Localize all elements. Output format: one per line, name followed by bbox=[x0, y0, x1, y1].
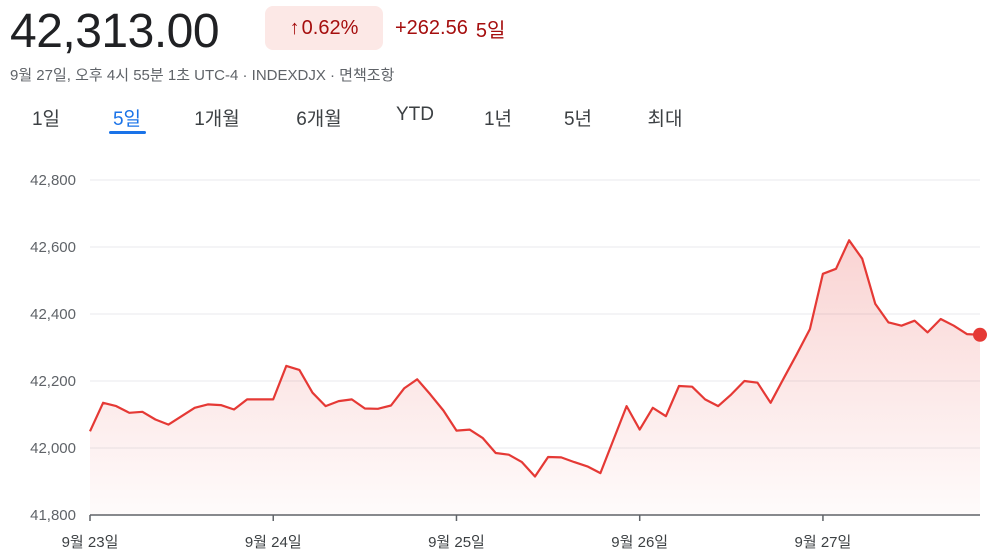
change-value-group: +262.56 5일 bbox=[395, 6, 505, 50]
tab-5d[interactable]: 5일 bbox=[112, 109, 142, 130]
quote-header: 42,313.00 ↑ 0.62% +262.56 5일 bbox=[10, 0, 990, 60]
x-tick-label: 9월 26일 bbox=[611, 534, 668, 551]
y-tick-label: 42,600 bbox=[30, 239, 76, 256]
tab-ytd[interactable]: YTD bbox=[396, 104, 434, 125]
tab-1m[interactable]: 1개월 bbox=[194, 109, 240, 130]
x-tick-label: 9월 23일 bbox=[62, 534, 119, 551]
y-tick-label: 42,400 bbox=[30, 306, 76, 323]
x-tick-label: 9월 24일 bbox=[245, 534, 302, 551]
change-value: +262.56 bbox=[395, 16, 468, 39]
arrow-up-icon: ↑ bbox=[289, 16, 300, 39]
y-tick-label: 41,800 bbox=[30, 507, 76, 524]
tab-5y[interactable]: 5년 bbox=[563, 109, 593, 130]
y-tick-label: 42,200 bbox=[30, 373, 76, 390]
x-tick-label: 9월 25일 bbox=[428, 534, 485, 551]
last-price-marker bbox=[973, 327, 987, 342]
active-tab-indicator bbox=[109, 131, 146, 134]
change-period: 5일 bbox=[475, 19, 506, 42]
tab-max[interactable]: 최대 bbox=[647, 109, 683, 130]
change-percent-badge: ↑ 0.62% bbox=[265, 6, 383, 50]
series-area bbox=[90, 240, 980, 516]
tab-1d[interactable]: 1일 bbox=[31, 109, 61, 130]
y-tick-label: 42,000 bbox=[30, 440, 76, 457]
quote-meta: 9월 27일, 오후 4시 55분 1초 UTC-4 · INDEXDJX · … bbox=[10, 64, 394, 85]
current-price: 42,313.00 bbox=[10, 5, 220, 58]
change-percent: 0.62% bbox=[301, 16, 359, 39]
x-tick-label: 9월 27일 bbox=[795, 534, 852, 551]
range-tabs: 1일 5일 1개월 6개월 YTD 1년 5년 최대 bbox=[0, 100, 992, 140]
price-chart[interactable]: 42,800 42,600 42,400 42,200 42,000 41,800 9월 2… bbox=[0, 150, 992, 556]
tab-6m[interactable]: 6개월 bbox=[296, 109, 342, 130]
tab-1y[interactable]: 1년 bbox=[483, 109, 513, 130]
y-tick-label: 42,800 bbox=[30, 172, 76, 189]
quote-timestamp-source: 9월 27일, 오후 4시 55분 1초 UTC-4 · INDEXDJX · … bbox=[10, 67, 395, 84]
